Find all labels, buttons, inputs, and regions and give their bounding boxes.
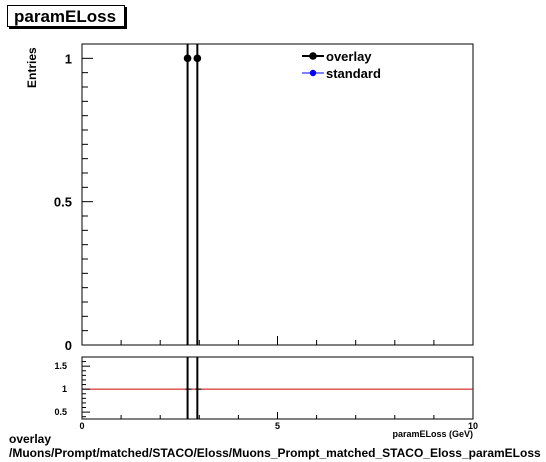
ratio-y-tick-label: 0.5 [54,407,67,417]
x-tick-label: 5 [275,421,280,431]
ratio-y-tick-label: 1 [62,384,67,394]
x-axis-label: paramELoss (GeV) [392,429,473,439]
overlay-data-point [183,54,192,63]
footer-label: overlay [9,432,52,446]
overlay-data-point [193,54,202,63]
legend-overlay-label: overlay [326,49,372,64]
legend-standard-label: standard [326,66,381,81]
y-tick-label: 0 [65,338,72,353]
main-plot-frame [81,43,474,346]
y-tick-label: 0.5 [54,195,72,210]
ratio-y-tick-label: 1.5 [54,361,67,371]
legend-standard-marker [309,69,317,77]
x-tick-label: 0 [79,421,84,431]
ratio-plot-frame [81,356,474,420]
y-axis-label: Entries [25,47,39,88]
chart-title: paramELoss [7,5,125,27]
footer-path: /Muons/Prompt/matched/STACO/Eloss/Muons_… [9,446,541,460]
x-tick-label: 10 [468,421,478,431]
y-tick-label: 1 [65,51,72,66]
legend-overlay-marker [309,52,317,60]
